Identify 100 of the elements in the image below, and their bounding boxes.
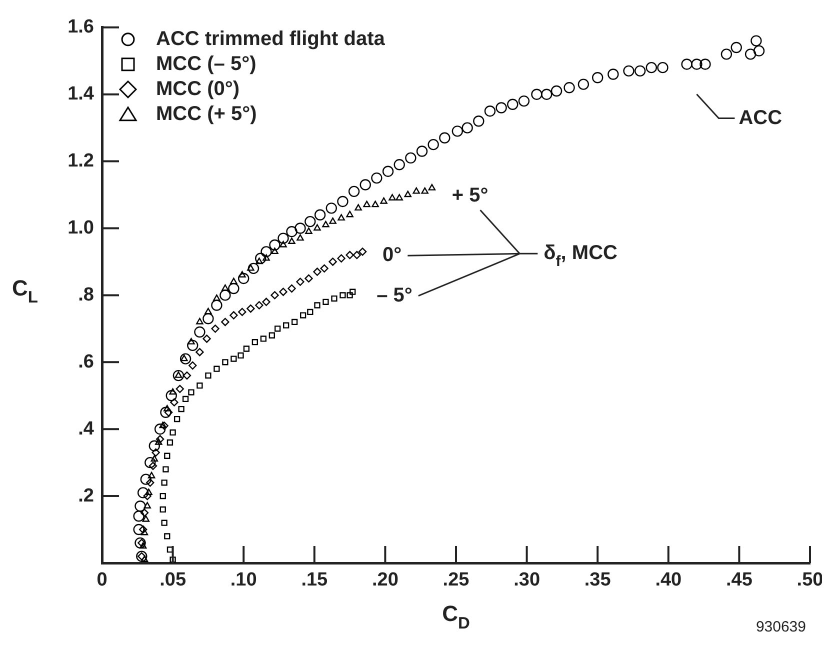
point [178,406,184,412]
point [204,308,212,314]
annotation: ACC [738,106,782,129]
point [230,278,238,284]
point [283,322,290,328]
point [322,298,329,305]
point [211,324,220,333]
point [337,254,346,262]
point [170,556,176,563]
point [320,264,328,273]
point [380,197,388,204]
point [205,372,212,379]
y-tick-label: 1.4 [68,84,94,105]
point [340,292,346,298]
point [274,326,281,332]
point [222,359,228,366]
legend-label: MCC (+ 5°) [156,102,257,125]
point [328,258,337,266]
y-tick-label: .8 [78,284,94,306]
point [292,318,298,326]
point [174,416,180,422]
x-tick-label: .40 [655,570,682,591]
point [166,439,174,446]
point [196,382,203,389]
point [243,346,250,352]
y-tick-label: .2 [78,485,94,506]
point [404,190,412,198]
point [260,336,266,342]
point [176,384,184,394]
point [252,338,258,346]
point [421,187,428,194]
annotation: – 5° [376,284,412,306]
x-tick-label: .30 [514,570,540,591]
point [338,214,345,221]
point [363,200,370,208]
point [288,238,296,244]
point [428,184,436,190]
legend-label: MCC (0°) [156,78,240,100]
point [160,492,166,500]
point [288,284,296,293]
point [162,466,169,472]
point [238,308,246,316]
point [412,187,420,194]
point [161,480,168,486]
point [196,318,204,324]
point [138,552,146,560]
point [300,312,306,318]
point [182,396,189,402]
x-tick-label: .35 [584,570,612,591]
point [346,292,353,298]
point [262,298,270,306]
point [296,278,304,286]
point [161,520,168,526]
point [202,334,211,343]
x-tick-label: .25 [442,570,470,591]
point [214,366,220,372]
point [396,194,403,200]
point [230,356,237,362]
point [230,311,238,320]
point [346,250,354,260]
point [358,248,367,256]
annotation: 0° [382,244,402,266]
x-tick-label: 0 [96,570,108,591]
point [268,332,275,338]
point [188,361,197,370]
point [213,294,220,301]
point [164,408,173,416]
point [164,404,171,412]
x-tick-label: .15 [301,570,328,591]
point [322,220,330,228]
point [352,250,361,260]
point [196,348,204,356]
point [304,274,313,283]
y-tick-label: 1.0 [68,217,94,238]
point [331,295,338,302]
y-tick-label: 1.2 [68,150,94,172]
point [182,371,192,380]
point [164,533,170,540]
point [270,291,279,300]
annotation: + 5° [452,184,488,207]
point [307,308,314,316]
point [170,429,176,436]
x-tick-label: .10 [230,570,257,591]
legend-label: MCC (– 5°) [156,52,256,75]
point [279,288,288,296]
point [305,228,312,234]
point [354,204,362,211]
point [372,200,379,208]
point [296,234,304,241]
text: 930639 [756,618,806,636]
point [313,268,322,276]
point [314,302,320,308]
y-tick-label: .4 [78,418,94,440]
point [255,301,264,310]
point [221,318,230,326]
point [160,506,166,513]
point [388,194,396,200]
point [164,452,170,459]
point [314,224,321,231]
point [156,435,164,444]
